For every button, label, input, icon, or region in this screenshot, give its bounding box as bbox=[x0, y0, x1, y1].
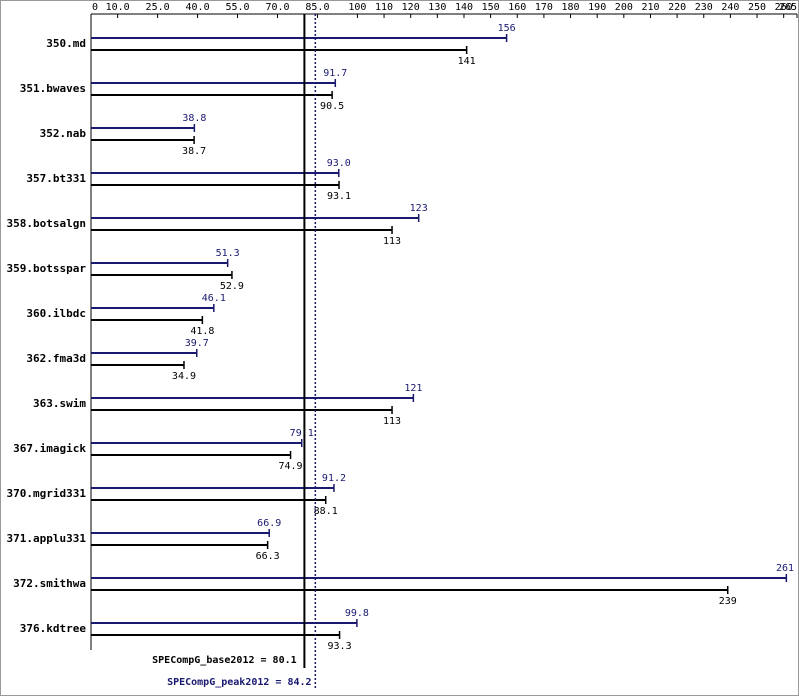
category-label: 350.md bbox=[46, 37, 86, 50]
category-label: 371.applu331 bbox=[7, 532, 87, 545]
x-tick-label: 70.0 bbox=[265, 2, 289, 13]
value-label: 113 bbox=[383, 236, 401, 247]
value-label: 239 bbox=[719, 596, 737, 607]
x-tick-label: 0 bbox=[92, 2, 98, 13]
category-label: 358.botsalgn bbox=[7, 217, 86, 230]
category-label: 360.ilbdc bbox=[26, 307, 86, 320]
x-tick-label: 210 bbox=[641, 2, 659, 13]
category-label: 376.kdtree bbox=[20, 622, 87, 635]
value-label: 74.9 bbox=[278, 461, 302, 472]
x-tick-label: 85.0 bbox=[305, 2, 329, 13]
x-tick-label: 55.0 bbox=[225, 2, 249, 13]
x-tick-label: 230 bbox=[695, 2, 713, 13]
x-tick-label: 190 bbox=[588, 2, 606, 13]
x-tick-label: 10.0 bbox=[106, 2, 130, 13]
category-label: 362.fma3d bbox=[26, 352, 86, 365]
value-label: 93.0 bbox=[327, 158, 351, 169]
value-label: 66.3 bbox=[256, 551, 280, 562]
x-tick-label: 100 bbox=[348, 2, 366, 13]
x-tick-label: 130 bbox=[428, 2, 446, 13]
category-label: 352.nab bbox=[40, 127, 87, 140]
value-label: 91.7 bbox=[323, 68, 347, 79]
x-tick-label: 265 bbox=[779, 2, 797, 13]
reference-label: SPECompG_peak2012 = 84.2 bbox=[167, 677, 312, 688]
x-tick-label: 40.0 bbox=[186, 2, 210, 13]
x-tick-label: 110 bbox=[375, 2, 393, 13]
category-label: 357.bt331 bbox=[26, 172, 86, 185]
x-tick-label: 160 bbox=[508, 2, 526, 13]
category-label: 367.imagick bbox=[13, 442, 86, 455]
x-tick-label: 200 bbox=[615, 2, 633, 13]
value-label: 88.1 bbox=[314, 506, 338, 517]
category-label: 351.bwaves bbox=[20, 82, 86, 95]
value-label: 123 bbox=[410, 203, 428, 214]
value-label: 93.1 bbox=[327, 191, 351, 202]
x-tick-label: 170 bbox=[535, 2, 553, 13]
value-label: 79.1 bbox=[290, 428, 314, 439]
value-label: 38.8 bbox=[182, 113, 206, 124]
category-label: 370.mgrid331 bbox=[7, 487, 87, 500]
x-tick-label: 140 bbox=[455, 2, 473, 13]
value-label: 52.9 bbox=[220, 281, 244, 292]
category-label: 359.botsspar bbox=[7, 262, 87, 275]
value-label: 141 bbox=[458, 56, 476, 67]
value-label: 113 bbox=[383, 416, 401, 427]
value-label: 261 bbox=[776, 563, 794, 574]
value-label: 121 bbox=[404, 383, 422, 394]
value-label: 34.9 bbox=[172, 371, 196, 382]
category-label: 363.swim bbox=[33, 397, 86, 410]
value-label: 156 bbox=[498, 23, 516, 34]
category-label: 372.smithwa bbox=[13, 577, 86, 590]
value-label: 39.7 bbox=[185, 338, 209, 349]
value-label: 99.8 bbox=[345, 608, 369, 619]
x-tick-label: 260 bbox=[775, 2, 793, 13]
x-tick-label: 120 bbox=[402, 2, 420, 13]
value-label: 41.8 bbox=[190, 326, 214, 337]
x-tick-label: 150 bbox=[482, 2, 500, 13]
value-label: 66.9 bbox=[257, 518, 281, 529]
value-label: 93.3 bbox=[328, 641, 352, 652]
x-tick-label: 240 bbox=[721, 2, 739, 13]
x-tick-label: 180 bbox=[562, 2, 580, 13]
reference-label: SPECompG_base2012 = 80.1 bbox=[152, 655, 297, 666]
x-tick-label: 25.0 bbox=[146, 2, 170, 13]
value-label: 91.2 bbox=[322, 473, 346, 484]
value-label: 90.5 bbox=[320, 101, 344, 112]
value-label: 51.3 bbox=[216, 248, 240, 259]
value-label: 38.7 bbox=[182, 146, 206, 157]
value-label: 46.1 bbox=[202, 293, 226, 304]
x-tick-label: 220 bbox=[668, 2, 686, 13]
x-tick-label: 250 bbox=[748, 2, 766, 13]
